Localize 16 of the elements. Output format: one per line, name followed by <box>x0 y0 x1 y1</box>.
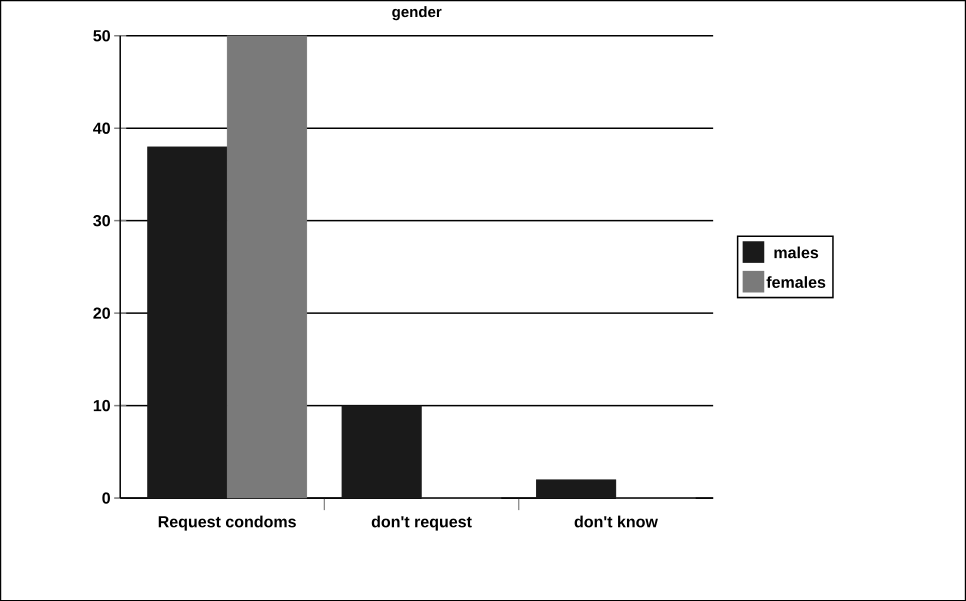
x-tick-label: don't know <box>574 516 658 528</box>
y-tick-label: 20 <box>93 307 110 319</box>
x-tick-label: Request condoms <box>158 516 296 531</box>
y-tick-label: 30 <box>93 214 110 226</box>
y-tick-label: 40 <box>93 122 110 134</box>
bar <box>226 35 308 498</box>
y-tick-label: 10 <box>94 400 110 412</box>
y-tick-label: 0 <box>102 492 110 504</box>
y-tick-label: 50 <box>93 30 110 42</box>
legend-label: females <box>766 276 826 288</box>
chart-title: gender <box>392 6 442 20</box>
bar <box>536 479 616 498</box>
bar <box>147 146 228 498</box>
legend-label: males <box>774 246 818 258</box>
bar <box>342 405 422 498</box>
x-tick-label: don't request <box>372 516 472 531</box>
